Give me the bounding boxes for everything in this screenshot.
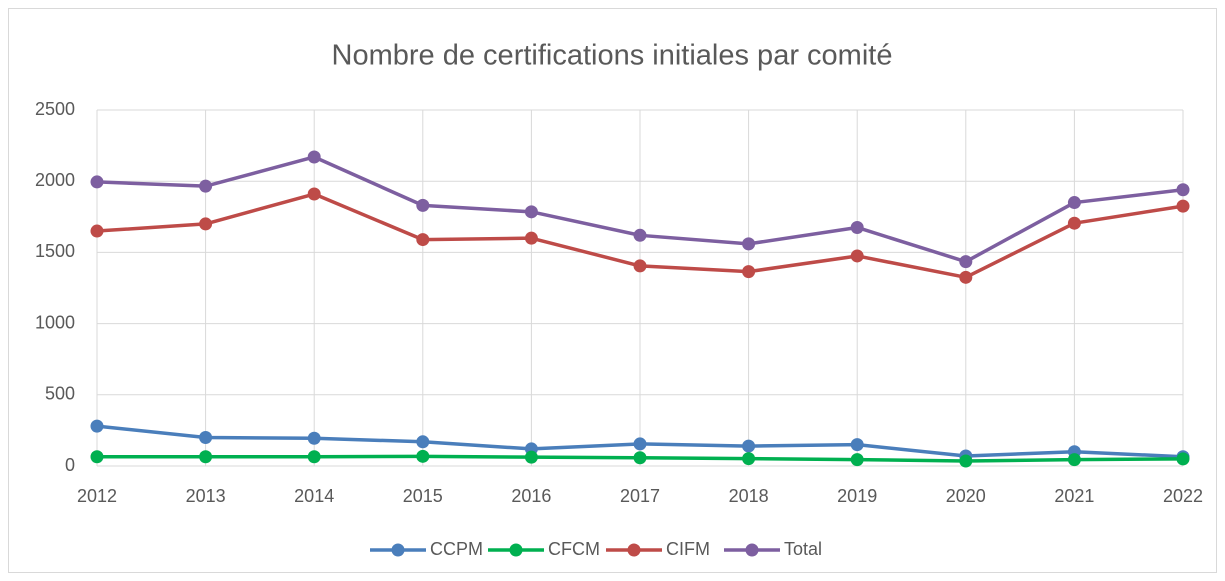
legend-label: CIFM [666,539,710,559]
x-tick-label: 2020 [946,486,986,506]
point-marker [416,233,430,247]
point-marker [307,431,321,445]
point-marker [1176,199,1190,213]
point-marker [633,228,647,242]
x-tick-label: 2021 [1054,486,1094,506]
point-marker [199,179,213,193]
point-marker [850,249,864,263]
y-tick-label: 1000 [35,312,75,332]
x-tick-label: 2016 [511,486,551,506]
point-marker [1176,452,1190,466]
x-tick-label: 2019 [837,486,877,506]
y-tick-label: 500 [45,384,75,404]
legend-marker [509,543,523,557]
point-marker [1176,183,1190,197]
x-tick-label: 2012 [77,486,117,506]
point-marker [959,454,973,468]
x-tick-label: 2015 [403,486,443,506]
point-marker [199,450,213,464]
chart-border [8,8,1217,573]
point-marker [90,224,104,238]
y-tick-label: 2500 [35,99,75,119]
point-marker [90,419,104,433]
point-marker [850,453,864,467]
x-tick-label: 2022 [1163,486,1203,506]
point-marker [1067,196,1081,210]
point-marker [90,175,104,189]
point-marker [199,217,213,231]
point-marker [1067,216,1081,230]
y-tick-label: 0 [65,455,75,475]
point-marker [416,435,430,449]
x-tick-label: 2014 [294,486,334,506]
point-marker [90,450,104,464]
x-tick-label: 2018 [729,486,769,506]
y-tick-label: 1500 [35,241,75,261]
point-marker [416,449,430,463]
legend-marker [745,543,759,557]
point-marker [307,187,321,201]
x-tick-label: 2017 [620,486,660,506]
legend-label: CCPM [430,539,483,559]
point-marker [742,452,756,466]
point-marker [959,270,973,284]
point-marker [633,437,647,451]
legend-marker [391,543,405,557]
point-marker [416,198,430,212]
point-marker [524,450,538,464]
point-marker [524,231,538,245]
point-marker [524,205,538,219]
point-marker [850,220,864,234]
point-marker [633,259,647,273]
point-marker [742,237,756,251]
chart-title: Nombre de certifications initiales par c… [332,40,893,72]
point-marker [742,265,756,279]
legend-label: CFCM [548,539,600,559]
legend-marker [627,543,641,557]
x-tick-label: 2013 [186,486,226,506]
point-marker [307,150,321,164]
point-marker [959,255,973,269]
point-marker [199,431,213,445]
point-marker [742,439,756,453]
y-tick-label: 2000 [35,170,75,190]
point-marker [633,451,647,465]
point-marker [850,438,864,452]
point-marker [1067,453,1081,467]
point-marker [307,450,321,464]
legend-label: Total [784,539,822,559]
